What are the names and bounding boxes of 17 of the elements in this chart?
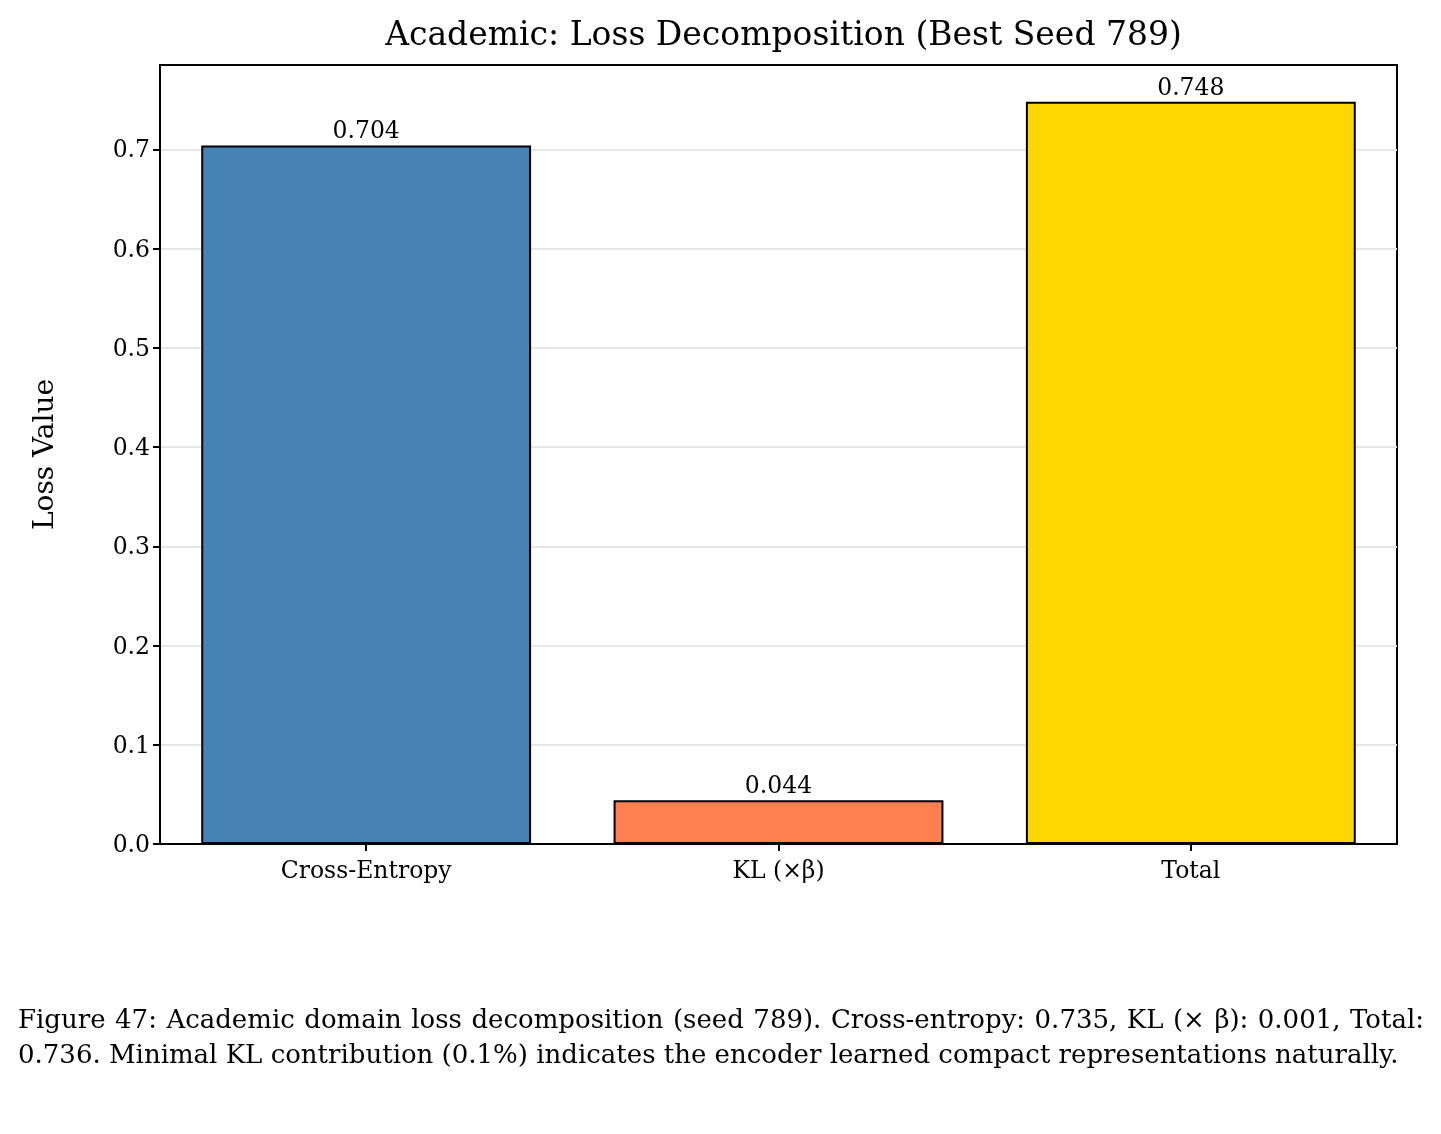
y-tick-label: 0.6 (112, 234, 150, 263)
data-label: 0.704 (332, 116, 400, 145)
y-tick-label: 0.7 (112, 135, 150, 164)
y-tick-label: 0.0 (112, 830, 150, 858)
caption: Figure 47: Academic domain loss decomposition (seed 789). Cross-entropy: 0.735, KL (× β): 0.001, Total: 0.736. Minimal KL contribution (0.1%) indicates the encoder learned compact representations naturally. (18, 1003, 1424, 1071)
y-tick-label: 0.1 (112, 730, 150, 759)
x-tick-label: KL (×β) (732, 856, 825, 884)
data-label: 0.044 (744, 771, 813, 800)
x-tick-label: Cross-Entropy (280, 856, 453, 884)
chart-title: Academic: Loss Decomposition (Best Seed 789) (384, 14, 1182, 53)
x-tick-label: Total (1161, 856, 1221, 884)
y-tick-label: 0.5 (112, 333, 150, 362)
y-axis-title: Loss Value (26, 379, 60, 530)
y-tick-label: 0.2 (112, 631, 150, 660)
y-tick-label: 0.4 (112, 433, 150, 462)
data-label: 0.748 (1157, 72, 1225, 101)
y-tick-label: 0.3 (112, 532, 150, 561)
